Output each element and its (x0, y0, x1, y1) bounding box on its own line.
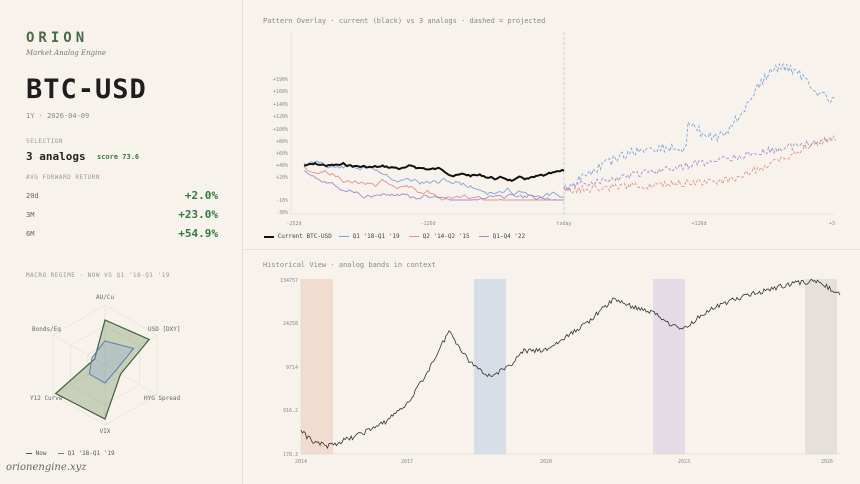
y-tick-label: 134757 (280, 278, 298, 284)
radar-axis-label: HYG Spread (144, 395, 181, 402)
x-tick-label: +3 (829, 221, 835, 227)
btc-price-history-line (300, 278, 841, 450)
return-value: +54.9% (178, 227, 218, 240)
score-badge: score 73.6 (97, 153, 140, 161)
return-horizon: 6M (26, 230, 35, 238)
overlay-chart: +190% +160% +140% +120% +100% +80% +60% +40% +20… (273, 32, 837, 227)
analog-q1-22-line (303, 170, 564, 201)
analog-q1-22-projection (563, 138, 836, 193)
legend-current: Current BTC-USD (264, 233, 332, 240)
legend-label: Q1 '18-Q1 '19 (67, 450, 115, 457)
asset-ticker: BTC-USD (26, 74, 147, 105)
x-tick-label: today (556, 221, 571, 227)
brand-name: ORION (26, 30, 89, 46)
radar-axis-label: VIX (100, 428, 111, 435)
x-tick-label: 2026 (821, 459, 833, 465)
radar-grid (52, 304, 158, 426)
x-tick-label: 2023 (678, 459, 690, 465)
analog-band-2018 (474, 279, 506, 454)
current-btc-line (303, 161, 565, 183)
y-tick-label: 916.2 (283, 408, 298, 414)
legend-label: Q1 '18-Q1 '19 (352, 233, 400, 240)
legend-label: Q2 '14-Q2 '15 (422, 233, 470, 240)
y-tick-label: +20% (276, 175, 288, 181)
legend-label: Current BTC-USD (277, 233, 332, 240)
y-tick-label: +190% (273, 77, 288, 83)
y-tick-label: +40% (276, 163, 288, 169)
y-tick-label: 24258 (283, 321, 298, 327)
legend-swatch (26, 453, 32, 454)
legend-label: Q1-Q4 '22 (492, 233, 526, 240)
radar-legend-now: Now (26, 450, 46, 457)
x-tick-label: -126d (420, 221, 435, 227)
y-tick-label: +100% (273, 127, 288, 133)
selection-label: SELECTION (26, 138, 64, 145)
analog-band-2014 (301, 279, 333, 454)
y-tick-label: +140% (273, 102, 288, 108)
y-tick-label: -10% (276, 198, 288, 204)
y-tick-label: 9714 (286, 365, 298, 371)
y-tick-label: +80% (276, 139, 288, 145)
y-tick-label: +160% (273, 89, 288, 95)
radar-axis-label: USD [DXY] (148, 326, 181, 333)
return-value: +2.0% (184, 189, 218, 202)
legend-analog-2: Q2 '14-Q2 '15 (409, 233, 470, 240)
x-tick-label: 2017 (401, 459, 413, 465)
analog-band-current (805, 279, 837, 454)
radar-axis-label: Y12 Curve (30, 395, 63, 402)
y-tick-label: +60% (276, 151, 288, 157)
x-tick-label: +126d (691, 221, 706, 227)
macro-regime-label: MACRO REGIME · NOW VS Q1 '18-Q1 '19 (26, 272, 170, 279)
macro-radar-chart: AU/Cu USD [DXY] HYG Spread VIX Y12 Curve… (30, 294, 181, 435)
y-tick-label: -30% (276, 210, 288, 216)
x-tick-label: -252d (286, 221, 301, 227)
asset-subline: 1Y · 2026-04-09 (26, 112, 90, 120)
return-row-6m: 6M +54.9% (26, 227, 218, 241)
history-chart: 134757 24258 9714 916.2 178.3 2014 2017 2020 20… (280, 278, 841, 465)
brand-subtitle: Market Analog Engine (26, 49, 106, 57)
radar-axis-label: Bonds/Eq (32, 326, 61, 333)
sidebar: ORION Market Analog Engine BTC-USD 1Y · … (0, 0, 243, 484)
legend-label: Now (35, 450, 47, 457)
analog-q2-14-line (303, 166, 564, 201)
radar-axis-label: AU/Cu (96, 294, 114, 301)
return-row-3m: 3M +23.0% (26, 208, 218, 222)
analog-q2-14-projection (563, 134, 837, 195)
analogs-count: 3 analogs (26, 150, 86, 163)
return-horizon: 3M (26, 211, 35, 219)
x-tick-label: 2014 (295, 459, 307, 465)
forward-return-label: AVG FORWARD RETURN (26, 174, 101, 181)
legend-analog-3: Q1-Q4 '22 (479, 233, 525, 240)
radar-now-polygon (54, 319, 151, 420)
analog-q1-18-projection (563, 62, 837, 193)
radar-legend-analog: Q1 '18-Q1 '19 (58, 450, 115, 457)
y-tick-label: +120% (273, 114, 288, 120)
y-tick-label: 178.3 (283, 452, 298, 458)
historical-view-panel: Historical View · analog bands in contex… (244, 251, 860, 484)
return-row-20d: 20d +2.0% (26, 189, 218, 203)
analog-band-2022 (653, 279, 685, 454)
overlay-title: Pattern Overlay · current (black) vs 3 a… (263, 17, 546, 25)
return-horizon: 20d (26, 192, 39, 200)
history-title: Historical View · analog bands in contex… (263, 261, 436, 269)
return-value: +23.0% (178, 208, 218, 221)
radar-analog-polygon (88, 340, 135, 384)
footer-url[interactable]: orionengine.xyz (6, 462, 87, 473)
x-tick-label: 2020 (540, 459, 552, 465)
legend-swatch (58, 453, 64, 454)
legend-analog-1: Q1 '18-Q1 '19 (339, 233, 400, 240)
pattern-overlay-panel: Pattern Overlay · current (black) vs 3 a… (244, 0, 860, 250)
